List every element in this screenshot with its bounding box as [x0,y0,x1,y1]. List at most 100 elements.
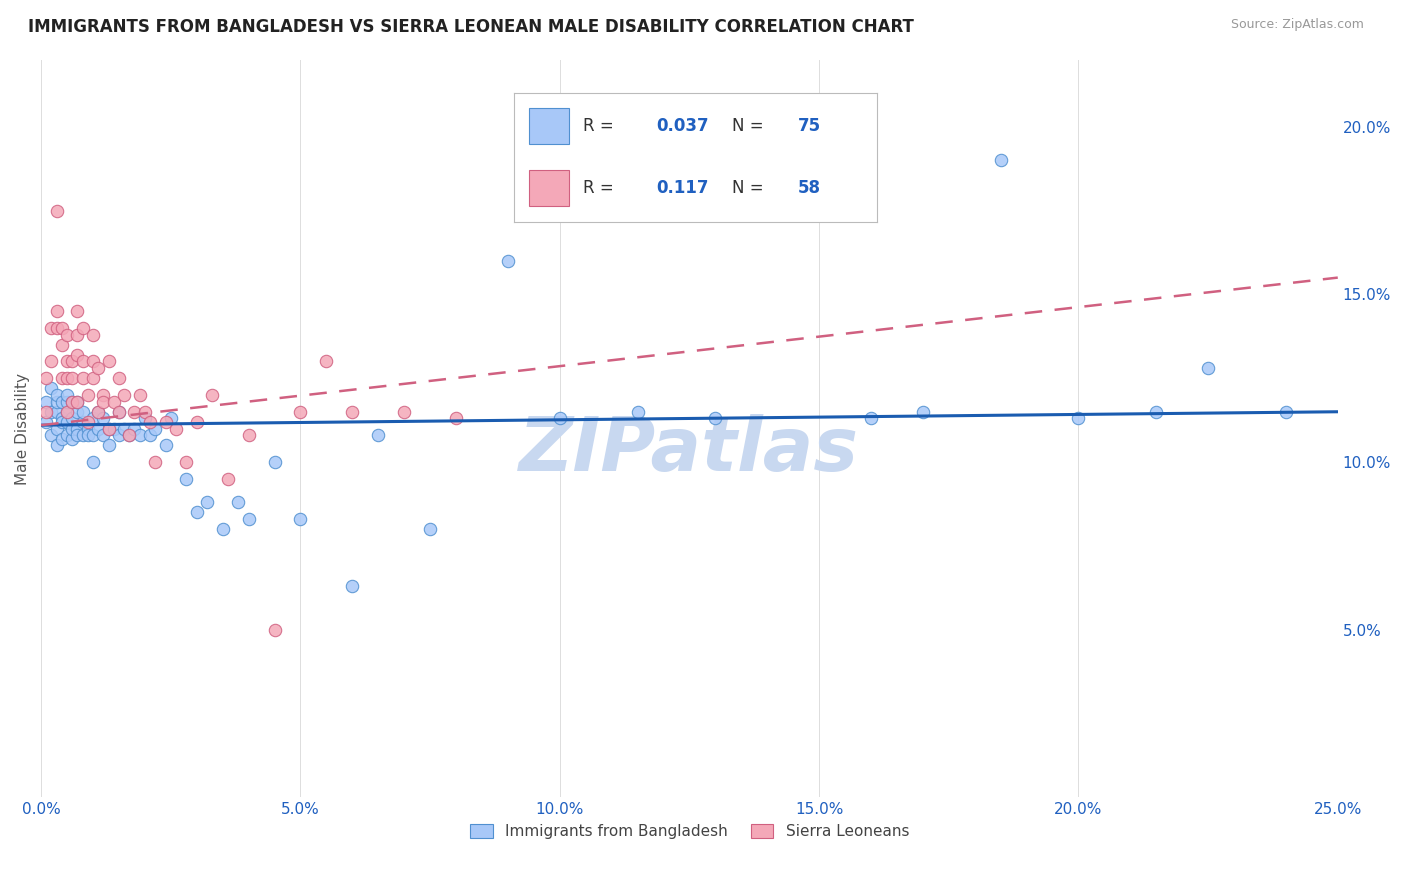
Point [87,421,110,435]
Point [60,371,83,385]
Point [124,405,146,419]
Point [66,421,89,435]
Point [108,405,131,419]
Point [51,394,73,409]
Point [56,405,79,419]
Point [45,438,67,452]
Point [41,428,63,442]
Point [124,421,146,435]
Point [143,421,166,435]
Point [72,354,94,368]
Point [45,321,67,335]
Point [45,203,67,218]
Point [392,405,415,419]
Point [72,321,94,335]
Point [82,371,104,385]
Point [103,394,125,409]
Y-axis label: Male Disability: Male Disability [15,373,30,484]
Point [45,405,67,419]
Point [76,388,98,402]
Point [51,337,73,351]
Point [1067,411,1090,425]
Point [93,428,115,442]
Point [82,354,104,368]
Point [35,394,58,409]
Point [51,415,73,429]
Point [186,415,208,429]
Point [186,505,208,519]
Point [93,394,115,409]
Point [143,455,166,469]
Point [263,455,285,469]
Point [97,438,120,452]
Point [548,411,571,425]
Point [82,327,104,342]
Point [35,371,58,385]
Point [76,428,98,442]
Text: Source: ZipAtlas.com: Source: ZipAtlas.com [1230,18,1364,31]
Point [60,421,83,435]
Point [108,371,131,385]
Point [66,348,89,362]
Point [51,321,73,335]
Point [226,495,249,509]
Point [56,428,79,442]
Point [139,428,162,442]
Point [82,455,104,469]
Point [108,405,131,419]
Point [238,512,260,526]
Point [211,522,233,536]
Point [35,415,58,429]
Point [1144,405,1167,419]
Point [45,304,67,318]
Point [56,405,79,419]
Point [76,421,98,435]
Point [112,421,135,435]
Point [41,354,63,368]
Point [72,415,94,429]
Point [134,411,156,425]
Point [41,321,63,335]
Point [60,411,83,425]
Point [66,394,89,409]
Point [108,428,131,442]
Point [342,579,364,593]
Point [60,354,83,368]
Point [93,411,115,425]
Point [1197,361,1219,376]
Point [56,388,79,402]
Point [419,522,441,536]
Point [72,405,94,419]
Point [66,327,89,342]
Point [859,411,882,425]
Point [217,472,239,486]
Point [990,153,1012,168]
Point [165,421,187,435]
Point [444,411,467,425]
Point [87,361,110,376]
Point [128,388,150,402]
Text: IMMIGRANTS FROM BANGLADESH VS SIERRA LEONEAN MALE DISABILITY CORRELATION CHART: IMMIGRANTS FROM BANGLADESH VS SIERRA LEO… [28,18,914,36]
Point [45,394,67,409]
Point [315,354,337,368]
Point [60,432,83,446]
Point [82,411,104,425]
Point [704,411,727,425]
Point [263,623,285,637]
Point [60,394,83,409]
Point [176,455,198,469]
Point [128,428,150,442]
Point [45,421,67,435]
Point [56,327,79,342]
Point [60,394,83,409]
Point [66,405,89,419]
Point [134,405,156,419]
Point [626,405,648,419]
Point [41,405,63,419]
Point [911,405,934,419]
Point [290,405,312,419]
Point [66,428,89,442]
Point [118,428,141,442]
Point [290,512,312,526]
Point [159,411,181,425]
